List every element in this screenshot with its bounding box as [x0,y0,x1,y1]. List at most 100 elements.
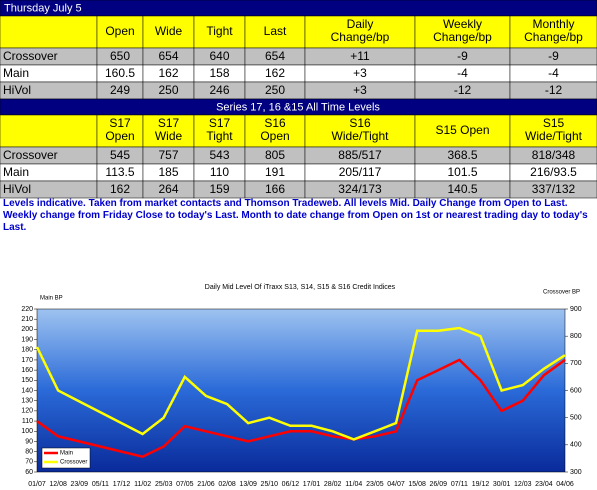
column-header: Wide [155,24,183,38]
cell-value: 191 [265,165,285,179]
x-tick-label: 07/05 [176,481,194,488]
column-header: Last [264,24,287,38]
cell-value: 113.5 [105,165,134,179]
cell-value: +11 [350,49,370,63]
x-tick-label: 04/07 [387,481,405,488]
title-bar [0,0,597,17]
column-header: Open [105,129,134,143]
y-tick-label: 70 [25,459,33,466]
x-tick-label: 26/09 [430,481,448,488]
column-header: Wide/Tight [332,129,390,143]
x-tick-label: 04/06 [556,481,574,488]
x-tick-label: 28/02 [324,481,342,488]
x-tick-label: 11/02 [134,481,151,488]
cell-value: 110 [210,165,229,179]
column-header: S17 [209,116,231,130]
x-tick-label: 23/09 [70,481,88,488]
cell-value: 324/173 [338,182,382,196]
x-tick-label: 23/05 [366,481,384,488]
column-header: S17 [109,116,131,130]
y2-tick-label: 400 [570,442,582,449]
x-tick-label: 01/07 [28,481,46,488]
column-header: S15 [543,116,565,130]
cell-value: 159 [209,182,229,196]
y2-tick-label: 900 [570,306,582,313]
header-cell [414,114,511,148]
y-axis-label: Main BP [40,296,63,302]
note: Levels indicative. Taken from market con… [3,198,588,233]
column-header: Weekly [443,17,482,31]
cell-value: 160.5 [105,66,135,80]
plot-area [36,308,566,473]
column-header: S16 [264,116,286,130]
column-header: Change/bp [433,30,492,44]
x-tick-label: 25/03 [155,481,173,488]
y-tick-label: 150 [21,377,33,384]
cell-value: 264 [158,182,178,196]
header-cell [193,15,246,49]
header-cell [142,114,195,148]
x-tick-label: 21/06 [197,481,215,488]
column-header: Change/bp [524,30,583,44]
column-header: Open [105,24,134,38]
x-tick-label: 17/12 [113,481,131,488]
y-tick-label: 190 [21,336,33,343]
x-tick-label: 07/11 [451,481,468,488]
y-tick-label: 60 [25,469,33,476]
cell-value: 640 [209,49,229,63]
cell-value: 885/517 [338,148,382,162]
cell-value: +3 [353,66,367,80]
cell-value: 654 [265,49,285,63]
column-header: S15 Open [435,123,489,137]
cell-value: 249 [110,83,130,97]
x-tick-label: 12/08 [49,481,67,488]
y-tick-label: 80 [25,448,33,455]
cell-value: 166 [265,182,285,196]
x-tick-label: 05/11 [92,481,109,488]
column-header: Daily [347,17,374,31]
cell-value: 545 [110,148,130,162]
cell-value: 757 [158,148,178,162]
header-cell [509,114,597,148]
y-tick-label: 120 [21,408,33,415]
header-cell [0,15,98,49]
cell-value: 650 [110,49,130,63]
cell-value: 162 [110,182,130,196]
x-tick-label: 30/01 [493,481,511,488]
y-tick-label: 90 [25,438,33,445]
cell [509,180,597,199]
x-tick-label: 02/08 [218,481,236,488]
row-label: Crossover [3,148,58,162]
column-header: S16 [349,116,371,130]
cell-value: 140.5 [447,182,477,196]
header-cell [96,114,144,148]
y-tick-label: 160 [21,367,33,374]
cell-value: 368.5 [447,148,477,162]
y-tick-label: 110 [22,418,33,425]
cell-value: 805 [265,148,285,162]
y2-tick-label: 600 [570,387,582,394]
cell-value: 101.5 [447,165,477,179]
x-tick-label: 19/12 [472,481,490,488]
column-header: Monthly [532,17,574,31]
x-tick-label: 12/03 [514,481,532,488]
cell-value: -9 [548,49,559,63]
header-cell [96,15,144,49]
y-tick-label: 200 [21,326,33,333]
cell-value: 216/93.5 [530,165,577,179]
x-tick-label: 17/01 [303,481,321,488]
column-header: Tight [206,24,233,38]
line-crossover [35,326,566,441]
cell-value: 205/117 [339,165,382,179]
cell-value: 818/348 [532,148,576,162]
y-tick-label: 170 [21,357,33,364]
cell-value: 185 [158,165,178,179]
table-title: Series 17, 16 &15 All Time Levels [216,101,380,113]
cell-value: -12 [454,83,472,97]
x-tick-label: 06/12 [282,481,300,488]
y-tick-label: 100 [21,428,33,435]
cell-value: 654 [158,49,178,63]
cell-value: 162 [158,66,178,80]
x-tick-label: 15/08 [408,481,426,488]
column-header: Open [260,129,289,143]
